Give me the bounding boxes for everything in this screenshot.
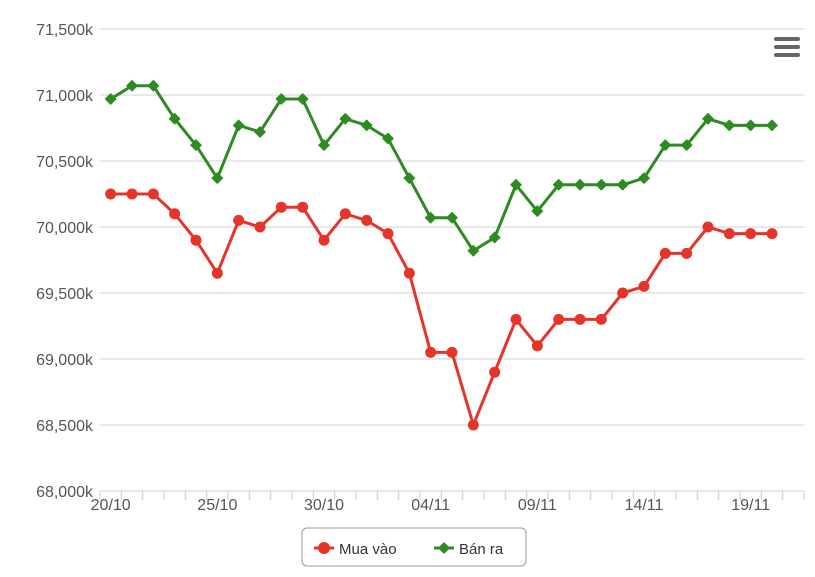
data-point[interactable]: [211, 172, 224, 185]
data-point[interactable]: [595, 178, 608, 191]
data-point[interactable]: [169, 208, 181, 220]
data-point[interactable]: [766, 228, 778, 240]
data-point[interactable]: [744, 119, 757, 132]
data-point[interactable]: [318, 234, 330, 246]
data-point[interactable]: [233, 214, 245, 226]
data-point[interactable]: [190, 234, 202, 246]
data-point[interactable]: [723, 119, 736, 132]
data-point[interactable]: [489, 366, 501, 378]
data-point[interactable]: [531, 340, 543, 352]
legend-marker: [438, 542, 450, 554]
data-point[interactable]: [211, 267, 223, 279]
data-point[interactable]: [595, 313, 607, 325]
data-point[interactable]: [638, 280, 650, 292]
series-line: [109, 84, 772, 253]
data-point[interactable]: [296, 92, 309, 105]
data-point[interactable]: [105, 188, 117, 200]
data-point[interactable]: [446, 211, 458, 224]
data-point[interactable]: [510, 178, 522, 191]
data-point[interactable]: [318, 139, 330, 152]
data-point[interactable]: [403, 172, 416, 185]
data-point[interactable]: [745, 228, 757, 240]
data-point[interactable]: [446, 346, 458, 358]
series-ban-ra: [104, 79, 778, 257]
data-point[interactable]: [467, 244, 480, 257]
data-point[interactable]: [659, 247, 671, 259]
data-point[interactable]: [638, 172, 650, 185]
x-tick-label: 25/10: [197, 497, 237, 514]
y-tick-label: 70,000k: [36, 220, 94, 237]
y-tick-label: 71,000k: [36, 88, 94, 105]
data-point[interactable]: [467, 419, 479, 431]
data-point[interactable]: [232, 119, 245, 132]
data-point[interactable]: [510, 313, 522, 325]
data-point[interactable]: [552, 178, 565, 191]
series-mua-vao: [105, 188, 778, 431]
data-point[interactable]: [531, 205, 544, 218]
legend-item-mua-vao[interactable]: Mua vào: [314, 541, 397, 558]
x-tick-label: 09/11: [518, 497, 557, 514]
data-point[interactable]: [254, 221, 266, 233]
data-point[interactable]: [766, 119, 778, 132]
data-point[interactable]: [126, 79, 138, 92]
data-point[interactable]: [382, 228, 394, 240]
x-tick-label: 04/11: [411, 497, 450, 514]
data-point[interactable]: [339, 208, 351, 220]
y-tick-label: 68,500k: [36, 418, 94, 435]
data-point[interactable]: [126, 188, 138, 200]
data-point[interactable]: [680, 139, 693, 152]
data-point[interactable]: [297, 201, 309, 213]
y-tick-label: 69,500k: [36, 286, 94, 303]
legend: Mua vào Bán ra: [301, 527, 527, 567]
data-point[interactable]: [488, 231, 501, 244]
data-point[interactable]: [424, 211, 437, 224]
data-point[interactable]: [147, 188, 159, 200]
data-point[interactable]: [275, 201, 287, 213]
legend-label: Bán ra: [459, 541, 504, 558]
data-point[interactable]: [403, 267, 415, 279]
y-tick-label: 71,500k: [36, 22, 94, 39]
data-point[interactable]: [104, 92, 117, 105]
data-point[interactable]: [382, 132, 394, 145]
data-point[interactable]: [574, 178, 586, 191]
y-tick-label: 70,500k: [36, 154, 94, 171]
data-point[interactable]: [147, 79, 160, 92]
x-tick-label: 20/10: [91, 497, 131, 514]
series-line: [110, 192, 772, 427]
y-axis: 68,000k 68,500k 69,000k 69,500k 70,000k 70,50…: [36, 22, 94, 501]
data-point[interactable]: [617, 287, 629, 299]
grid-lines: [100, 28, 804, 426]
legend-marker: [318, 542, 330, 554]
chart-menu-button[interactable]: [768, 30, 804, 64]
data-point[interactable]: [574, 313, 586, 325]
legend-item-ban-ra[interactable]: Bán ra: [434, 541, 504, 558]
x-axis: 20/10 25/10 30/10 04/11 09/11 14/11 19/11: [91, 490, 805, 514]
data-point[interactable]: [275, 92, 288, 105]
data-point[interactable]: [659, 139, 672, 152]
data-point[interactable]: [681, 247, 693, 259]
data-point[interactable]: [190, 139, 202, 152]
x-tick-label: 19/11: [731, 497, 770, 514]
y-tick-label: 68,000k: [36, 484, 94, 501]
data-point[interactable]: [616, 178, 629, 191]
x-tick-label: 14/11: [625, 497, 664, 514]
data-point[interactable]: [425, 346, 437, 358]
series-lines: [104, 79, 778, 431]
data-point[interactable]: [702, 221, 714, 233]
data-point[interactable]: [702, 112, 714, 125]
x-tick-label: 30/10: [304, 497, 344, 514]
hamburger-icon: [774, 37, 800, 57]
data-point[interactable]: [339, 112, 352, 125]
y-tick-label: 69,000k: [36, 352, 94, 369]
legend-label: Mua vào: [339, 541, 397, 558]
data-point[interactable]: [553, 313, 565, 325]
data-point[interactable]: [168, 112, 181, 125]
data-point[interactable]: [360, 119, 373, 132]
data-point[interactable]: [723, 228, 735, 240]
data-point[interactable]: [254, 125, 266, 138]
legend-box: [301, 527, 527, 567]
data-point[interactable]: [361, 214, 373, 226]
